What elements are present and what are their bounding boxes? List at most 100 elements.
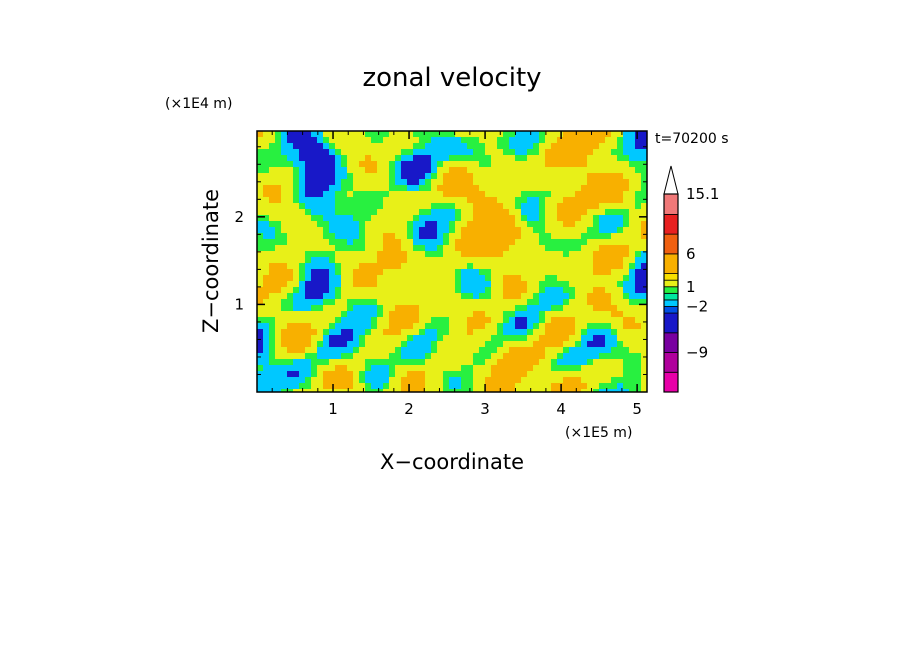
heatmap-cell [293, 299, 299, 305]
heatmap-cell [461, 281, 467, 287]
heatmap-cell [425, 131, 431, 137]
heatmap-cell [395, 155, 401, 161]
heatmap-cell [431, 221, 437, 227]
heatmap-cell [527, 347, 533, 353]
heatmap-cell [419, 155, 425, 161]
heatmap-cell [341, 167, 347, 173]
heatmap-cell [419, 347, 425, 353]
heatmap-cell [371, 167, 377, 173]
heatmap-cell [509, 143, 515, 149]
heatmap-cell [605, 209, 611, 215]
heatmap-cell [623, 221, 629, 227]
heatmap-cell [503, 149, 509, 155]
heatmap-cell [377, 305, 383, 311]
heatmap-cell [257, 155, 263, 161]
heatmap-cell [443, 185, 449, 191]
heatmap-cell [401, 173, 407, 179]
heatmap-cell [275, 389, 281, 392]
heatmap-cell [299, 377, 305, 383]
heatmap-cell [341, 311, 347, 317]
heatmap-cell [635, 203, 641, 209]
heatmap-cell [575, 197, 581, 203]
heatmap-cell [299, 149, 305, 155]
heatmap-cell [617, 263, 623, 269]
heatmap-cell [341, 239, 347, 245]
heatmap-cell [407, 311, 413, 317]
heatmap-cell [419, 329, 425, 335]
heatmap-cell [305, 293, 311, 299]
heatmap-cell [353, 317, 359, 323]
heatmap-cell [485, 293, 491, 299]
heatmap-cell [575, 131, 581, 137]
heatmap-cell [527, 209, 533, 215]
heatmap-cell [263, 353, 269, 359]
heatmap-cell [515, 323, 521, 329]
heatmap-cell [431, 245, 437, 251]
colorbar-label: 15.1 [686, 185, 719, 203]
heatmap-cell [353, 221, 359, 227]
y-axis: 12 [234, 146, 647, 375]
heatmap-cell [305, 365, 311, 371]
heatmap-cell [467, 245, 473, 251]
heatmap-cell [545, 305, 551, 311]
heatmap-cell [551, 317, 557, 323]
colorbar-segment [663, 292, 679, 301]
heatmap-cell [353, 239, 359, 245]
heatmap-cell [335, 293, 341, 299]
heatmap-cell [281, 371, 287, 377]
heatmap-cell [605, 347, 611, 353]
heatmap-cell [623, 371, 629, 377]
heatmap-cell [527, 215, 533, 221]
heatmap-cell [569, 209, 575, 215]
heatmap-cell [533, 191, 539, 197]
heatmap-cell [275, 149, 281, 155]
heatmap-cell [323, 347, 329, 353]
heatmap-cell [569, 323, 575, 329]
heatmap-cell [365, 329, 371, 335]
heatmap-cell [413, 245, 419, 251]
heatmap-cell [515, 155, 521, 161]
heatmap-cell [629, 371, 635, 377]
heatmap-cell [323, 383, 329, 389]
heatmap-cell [497, 371, 503, 377]
heatmap-cell [329, 179, 335, 185]
heatmap-cell [533, 131, 539, 137]
heatmap-cell [617, 173, 623, 179]
heatmap-cell [605, 293, 611, 299]
heatmap-cell [299, 155, 305, 161]
heatmap-cell [299, 323, 305, 329]
heatmap-cell [557, 293, 563, 299]
heatmap-cell [353, 203, 359, 209]
heatmap-cell [557, 245, 563, 251]
heatmap-cell [521, 281, 527, 287]
heatmap-cell [359, 311, 365, 317]
heatmap-cell [509, 311, 515, 317]
heatmap-cell [581, 155, 587, 161]
heatmap-cell [443, 209, 449, 215]
heatmap-cell [479, 251, 485, 257]
heatmap-cell [461, 365, 467, 371]
heatmap-cell [563, 383, 569, 389]
heatmap-cell [593, 293, 599, 299]
heatmap-cell [407, 359, 413, 365]
heatmap-cell [599, 329, 605, 335]
heatmap-cell [317, 299, 323, 305]
heatmap-cell [467, 365, 473, 371]
heatmap-cell [569, 197, 575, 203]
heatmap-cell [605, 245, 611, 251]
heatmap-cell [491, 239, 497, 245]
heatmap-cell [311, 209, 317, 215]
heatmap-cell [275, 371, 281, 377]
heatmap-cell [623, 359, 629, 365]
heatmap-cell [323, 275, 329, 281]
heatmap-cell [383, 377, 389, 383]
heatmap-cell [335, 377, 341, 383]
heatmap-cell [491, 377, 497, 383]
heatmap-cell [335, 197, 341, 203]
heatmap-cell [629, 131, 635, 137]
heatmap-cell [311, 257, 317, 263]
heatmap-cell [323, 191, 329, 197]
heatmap-cell [437, 329, 443, 335]
heatmap-cell [317, 251, 323, 257]
heatmap-cell [563, 203, 569, 209]
